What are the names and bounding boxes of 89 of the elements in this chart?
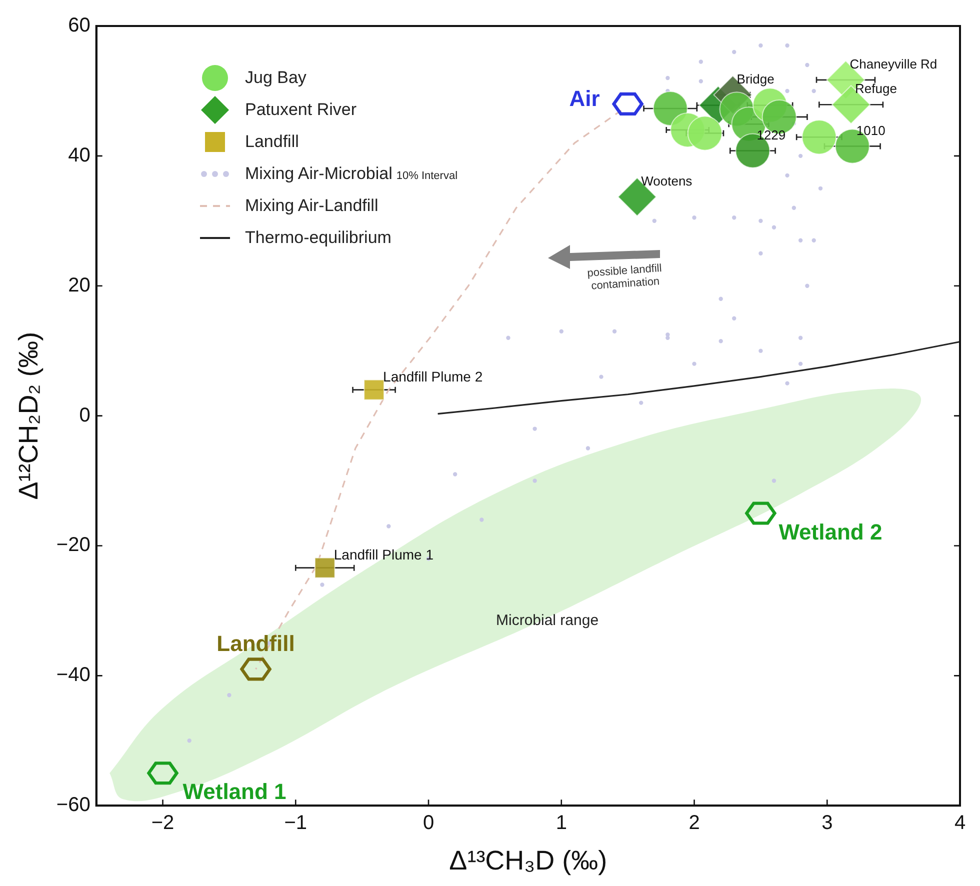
annotation: Bridge: [736, 71, 774, 86]
point: [599, 374, 604, 379]
annotation: Refuge: [855, 81, 897, 96]
x-tick-label: 0: [422, 812, 434, 834]
point: [314, 557, 336, 578]
point: [692, 362, 696, 366]
point: [805, 284, 810, 288]
point: [805, 62, 810, 68]
point: [506, 336, 510, 340]
y-tick-label: 40: [68, 144, 90, 166]
point: [772, 478, 776, 483]
annotation: Landfill Plume 2: [383, 368, 483, 385]
legend-label: Mixing Air-Microbial: [245, 164, 392, 184]
point: [386, 524, 391, 528]
point: [652, 218, 656, 223]
point: [798, 362, 803, 366]
x-axis-title: Δ¹³CH₃D (‰): [449, 845, 608, 876]
point: [147, 762, 178, 785]
point: [812, 88, 816, 94]
point: [758, 251, 763, 256]
point: [666, 332, 670, 337]
x-tick-label: −1: [284, 812, 308, 834]
x-tick-label: −2: [151, 812, 174, 834]
point: [227, 693, 232, 698]
point: [732, 216, 736, 220]
point: [745, 502, 776, 525]
x-tick-label: 3: [822, 812, 833, 834]
point: [785, 43, 790, 48]
point: [586, 446, 590, 450]
y-tick-label: −40: [56, 664, 90, 686]
point: [480, 518, 484, 522]
point: [612, 92, 644, 116]
legend-label: Mixing Air-Landfill: [245, 196, 378, 216]
y-tick-label: −60: [56, 794, 90, 816]
x-tick-label: 4: [954, 812, 966, 834]
point: [785, 381, 790, 386]
point: [612, 329, 617, 334]
point: [698, 79, 703, 84]
y-tick-label: 20: [68, 274, 90, 296]
point: [718, 296, 723, 301]
x-tick-label: 1: [556, 812, 567, 834]
annotation: 1010: [856, 122, 886, 138]
point: [187, 738, 192, 743]
annotation: Air: [569, 86, 600, 112]
x-tick-label: 2: [688, 812, 700, 834]
y-axis-title: Δ¹²CH₂D₂ (‰): [14, 332, 44, 500]
point: [792, 206, 796, 210]
point: [532, 426, 537, 431]
point: [240, 658, 272, 681]
point: [772, 225, 776, 230]
annotation: Landfill Plume 1: [334, 546, 434, 563]
point: [798, 154, 803, 158]
point: [785, 173, 790, 178]
annotation: Landfill: [216, 631, 295, 656]
point: [666, 336, 670, 340]
point: [798, 238, 803, 242]
point: [532, 478, 537, 483]
y-tick-label: 0: [79, 404, 90, 426]
y-tick-label: −20: [56, 534, 90, 556]
point: [732, 50, 736, 54]
annotation: Chaneyville Rd: [850, 56, 938, 72]
point: [798, 336, 803, 340]
point: [692, 216, 696, 220]
point: [698, 60, 703, 64]
point: [818, 186, 823, 191]
point: [666, 76, 670, 80]
annotation: Wootens: [641, 173, 693, 188]
point: [758, 348, 763, 353]
point: [758, 43, 763, 48]
annotation: Wetland 2: [778, 519, 882, 544]
annotation: 10% Interval: [396, 170, 458, 182]
point: [320, 582, 324, 587]
annotation: Microbial range: [496, 612, 599, 629]
legend-label: Landfill: [245, 132, 299, 152]
legend-label: Patuxent River: [245, 100, 356, 120]
point: [718, 338, 723, 344]
point: [559, 329, 564, 334]
point: [812, 238, 816, 242]
point: [639, 400, 644, 405]
legend-label: Jug Bay: [245, 68, 306, 88]
y-tick-label: 60: [68, 14, 90, 37]
point: [758, 218, 763, 223]
legend-label: Thermo-equilibrium: [245, 228, 392, 248]
point: [732, 316, 736, 320]
point: [364, 379, 384, 400]
point: [452, 472, 458, 476]
point: [785, 88, 790, 94]
annotation: possible landfill contamination: [586, 262, 664, 294]
annotation: Wetland 1: [182, 779, 286, 804]
